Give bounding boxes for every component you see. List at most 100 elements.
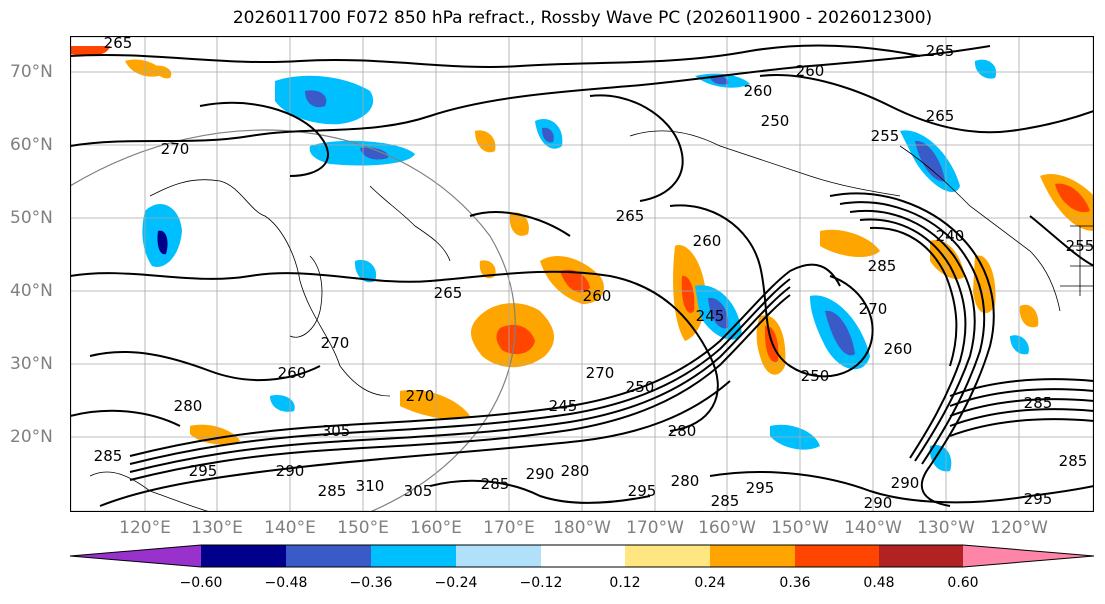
contour-line: [89, 351, 321, 381]
contour-line: [759, 74, 1094, 134]
contour-label: 290: [526, 465, 555, 483]
colorbar-segment: [371, 545, 456, 567]
lon-label-130w: 130°W: [917, 518, 975, 538]
shade-cyan: [974, 59, 997, 79]
colorbar-tick-label: −0.24: [434, 575, 478, 591]
shade-blue: [710, 75, 729, 85]
coastline: [149, 179, 391, 397]
contour-line: [949, 378, 1094, 397]
shade-red: [681, 275, 695, 313]
contour-label: 240: [936, 227, 965, 245]
colorbar-tick-label: −0.60: [179, 575, 223, 591]
contour-label: 245: [549, 397, 578, 415]
shade-cyan: [270, 395, 295, 412]
contour-label: 295: [746, 479, 775, 497]
projection-outline: [70, 129, 516, 512]
contour-label: 280: [174, 397, 203, 415]
lon-label-150w: 150°W: [771, 518, 829, 538]
contour-label: 270: [161, 140, 190, 158]
contour-label: 245: [696, 307, 725, 325]
contour-line: [129, 294, 791, 481]
colorbar-tick-label: 0.48: [863, 575, 895, 591]
lat-label-70n: 70°N: [10, 62, 53, 82]
colorbar-tick-label: −0.12: [519, 575, 563, 591]
contour-label: 255: [1066, 237, 1094, 255]
contour-label: 260: [796, 62, 825, 80]
shade-blue: [542, 127, 554, 143]
contour-label: 285: [318, 482, 347, 500]
shade-blue: [825, 310, 855, 356]
shade-blue: [708, 297, 729, 329]
contour-label: 265: [926, 107, 955, 125]
contour-label: 290: [276, 462, 305, 480]
shade-orange: [1019, 304, 1039, 328]
contour-label: 260: [693, 232, 722, 250]
shade-orange: [475, 130, 496, 153]
shade-blue: [360, 147, 389, 160]
contour-label: 270: [859, 300, 888, 318]
colorbar-tick-label: −0.36: [349, 575, 393, 591]
map-panel: 265 260 260 250 265 270 265 255 240 255 …: [70, 36, 1094, 512]
contour-label: 260: [884, 340, 913, 358]
lat-label-20n: 20°N: [10, 427, 53, 447]
contour-lines: [70, 44, 1094, 507]
coastline: [289, 255, 323, 338]
contour-label: 250: [801, 367, 830, 385]
contour-line: [129, 263, 841, 457]
contour-line: [949, 398, 1094, 417]
colorbar-tick-label: 0.36: [779, 575, 811, 591]
contour-label: 285: [94, 447, 123, 465]
shade-navy: [157, 230, 168, 255]
contour-line: [429, 479, 651, 504]
contour-line: [949, 388, 1094, 407]
colorbar: [70, 544, 1094, 568]
colorbar-tick-label: 0.60: [947, 575, 979, 591]
colorbar-segment: [286, 545, 371, 567]
lat-label-60n: 60°N: [10, 135, 53, 155]
colorbar-segment: [963, 545, 1094, 567]
contour-label: 285: [1059, 452, 1088, 470]
lon-label-140e: 140°E: [264, 518, 316, 538]
contour-label: 265: [616, 207, 645, 225]
contour-label: 305: [404, 482, 433, 500]
colorbar-segment: [879, 545, 963, 567]
coastline: [899, 145, 1061, 312]
colorbar-segment: [625, 545, 710, 567]
contour-line: [99, 380, 731, 507]
contour-line: [949, 418, 1094, 437]
contour-label: 265: [104, 36, 133, 52]
contour-label: 260: [583, 287, 612, 305]
contour-label: 280: [671, 472, 700, 490]
contour-label: 305: [322, 422, 351, 440]
shade-orange: [973, 255, 996, 314]
shade-red: [70, 46, 110, 56]
lon-label-150e: 150°E: [337, 518, 389, 538]
shade-cyan: [354, 259, 377, 283]
map-title: 2026011700 F072 850 hPa refract., Rossby…: [232, 8, 933, 28]
contour-label: 310: [356, 477, 385, 495]
contour-label: 250: [626, 378, 655, 396]
contour-line: [199, 101, 330, 177]
shade-blue: [915, 140, 945, 182]
colorbar-tick-label: 0.24: [694, 575, 726, 591]
contour-label: 270: [586, 364, 615, 382]
contour-line: [949, 408, 1094, 427]
colorbar-tick-label: −0.48: [264, 575, 308, 591]
coastline: [369, 185, 451, 262]
contour-line: [129, 286, 791, 473]
contour-line: [869, 226, 958, 367]
coastlines: [89, 130, 1094, 512]
colorbar-tick-label: 0.12: [609, 575, 641, 591]
lon-label-180w: 180°W: [553, 518, 611, 538]
map-frame: [70, 36, 1094, 512]
contour-label: 260: [744, 82, 773, 100]
contour-label: 280: [561, 462, 590, 480]
contour-label: 295: [1024, 490, 1053, 508]
lon-label-140w: 140°W: [844, 518, 902, 538]
shade-orange: [400, 390, 470, 420]
contour-line: [829, 192, 995, 507]
contour-line: [589, 94, 684, 202]
lat-label-50n: 50°N: [10, 208, 53, 228]
lon-label-160e: 160°E: [410, 518, 462, 538]
colorbar-segment: [456, 545, 541, 567]
